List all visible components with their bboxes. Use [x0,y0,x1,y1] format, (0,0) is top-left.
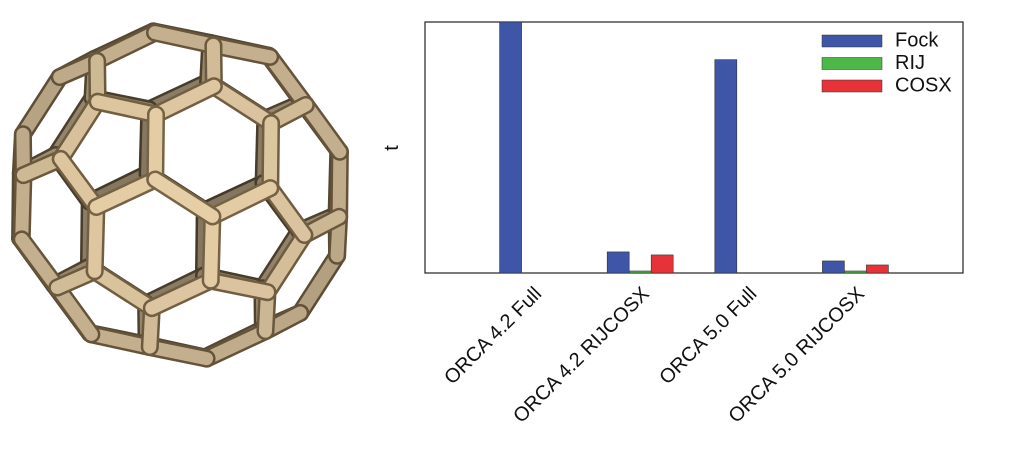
legend-label: RIJ [895,52,925,74]
bond [88,200,103,278]
bond [206,38,277,64]
bond [88,264,159,315]
bond [299,98,347,159]
bar [628,270,652,274]
legend-label: COSX [895,74,952,96]
bond [332,145,347,224]
legend-swatch [821,79,883,93]
bond [145,274,218,315]
bond [15,168,30,246]
x-tick-label: ORCA 4.2 Full [440,283,546,389]
bond [260,228,311,299]
bond [205,181,277,223]
legend-label: Fock [895,29,939,51]
bar [606,251,630,274]
bond [148,108,163,187]
bond [16,70,67,141]
bar [714,59,738,274]
bar [822,260,845,274]
bond [50,280,98,341]
bar [844,270,867,274]
bond [143,340,214,366]
bond [263,181,311,242]
bond [204,274,274,299]
bond [200,324,272,366]
bond [148,173,219,223]
x-tick-label: ORCA 5.0 Full [655,283,761,389]
bond [148,26,220,52]
bond [293,249,344,320]
bond [149,79,221,122]
axes-frame [424,21,964,274]
bond [207,79,278,130]
legend-swatch [821,57,883,70]
bond [54,95,105,166]
bar [650,254,674,274]
bond [90,26,162,68]
bond [204,209,219,288]
bond [54,152,103,214]
bond [84,327,157,354]
bond [89,173,162,214]
bar [866,264,889,274]
bond [263,50,313,112]
legend-swatch [821,34,883,48]
bar [499,21,522,274]
bond [263,116,278,195]
bond [15,232,64,294]
y-axis-label: t [381,145,403,151]
bond [91,95,163,122]
fullerene-model [11,22,349,368]
